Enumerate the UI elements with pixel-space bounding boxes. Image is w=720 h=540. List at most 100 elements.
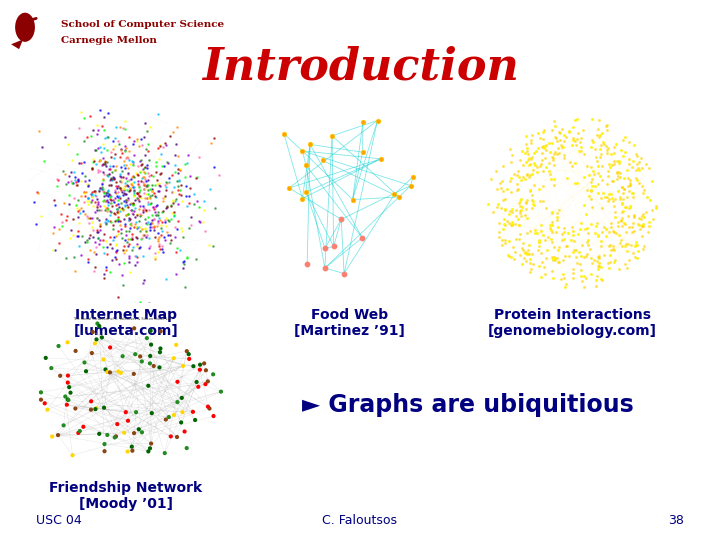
Point <box>102 109 114 117</box>
Point <box>130 252 142 260</box>
Point <box>636 164 648 172</box>
Point <box>125 174 137 183</box>
Point <box>524 259 536 267</box>
Point <box>616 242 628 251</box>
Point <box>526 131 538 140</box>
Point <box>628 189 639 198</box>
Point <box>583 192 595 200</box>
Point <box>598 189 609 198</box>
Point <box>582 224 593 232</box>
Point <box>541 204 552 212</box>
Point <box>616 213 627 222</box>
Point <box>82 193 94 202</box>
Point <box>305 140 316 149</box>
Point <box>603 190 615 198</box>
Point <box>143 299 155 307</box>
Point <box>593 232 604 240</box>
Point <box>87 158 99 167</box>
Point <box>171 139 182 148</box>
Point <box>118 248 130 257</box>
Point <box>375 154 387 163</box>
Point <box>104 368 116 377</box>
Point <box>536 258 547 266</box>
Point <box>142 190 153 199</box>
Point <box>599 193 611 201</box>
Point <box>93 240 104 249</box>
Point <box>536 226 547 235</box>
Point <box>105 218 117 226</box>
Point <box>109 186 121 194</box>
Point <box>110 246 122 255</box>
Point <box>608 143 620 151</box>
Point <box>514 230 526 238</box>
Point <box>153 154 165 163</box>
Point <box>168 211 179 219</box>
Point <box>636 222 648 231</box>
Point <box>179 283 191 292</box>
Point <box>137 201 148 210</box>
Point <box>84 219 95 227</box>
Point <box>546 208 557 217</box>
Point <box>123 252 135 260</box>
Point <box>107 196 119 205</box>
Point <box>127 243 139 252</box>
Point <box>128 188 140 197</box>
Point <box>493 227 505 236</box>
Point <box>121 200 132 209</box>
Point <box>185 213 197 221</box>
Point <box>616 207 628 216</box>
Point <box>93 186 104 194</box>
Point <box>102 243 113 252</box>
Point <box>107 136 119 145</box>
Point <box>549 122 561 130</box>
Point <box>524 267 536 276</box>
Point <box>119 201 130 210</box>
Point <box>570 253 582 261</box>
Point <box>125 184 136 192</box>
Point <box>33 126 45 135</box>
Point <box>148 362 159 370</box>
Point <box>142 213 153 222</box>
Point <box>78 187 90 196</box>
Point <box>94 221 106 230</box>
Point <box>137 173 148 181</box>
Point <box>99 133 111 142</box>
Point <box>153 180 164 189</box>
Point <box>628 212 639 221</box>
Point <box>538 126 549 134</box>
Point <box>553 258 564 267</box>
Point <box>526 170 538 178</box>
Point <box>130 169 141 178</box>
Point <box>563 229 575 238</box>
Point <box>516 195 527 204</box>
Point <box>505 188 517 197</box>
Point <box>521 140 532 149</box>
Point <box>130 233 142 242</box>
Point <box>525 136 536 144</box>
Point <box>117 91 128 99</box>
Point <box>132 190 144 198</box>
Point <box>566 141 577 150</box>
Point <box>521 171 533 179</box>
Point <box>84 245 96 254</box>
Point <box>163 178 174 186</box>
Point <box>160 235 171 244</box>
Point <box>100 365 112 374</box>
Point <box>636 215 647 224</box>
Point <box>72 231 84 240</box>
Point <box>525 155 536 164</box>
Point <box>499 204 510 213</box>
Point <box>595 150 607 159</box>
Point <box>102 132 113 141</box>
Point <box>171 341 182 349</box>
Point <box>134 243 145 252</box>
Point <box>573 247 585 256</box>
Point <box>550 133 562 142</box>
Point <box>636 232 647 240</box>
Point <box>557 270 569 279</box>
Point <box>586 203 598 212</box>
Point <box>532 129 544 137</box>
Point <box>42 406 53 414</box>
Point <box>99 403 110 412</box>
Point <box>116 188 127 197</box>
